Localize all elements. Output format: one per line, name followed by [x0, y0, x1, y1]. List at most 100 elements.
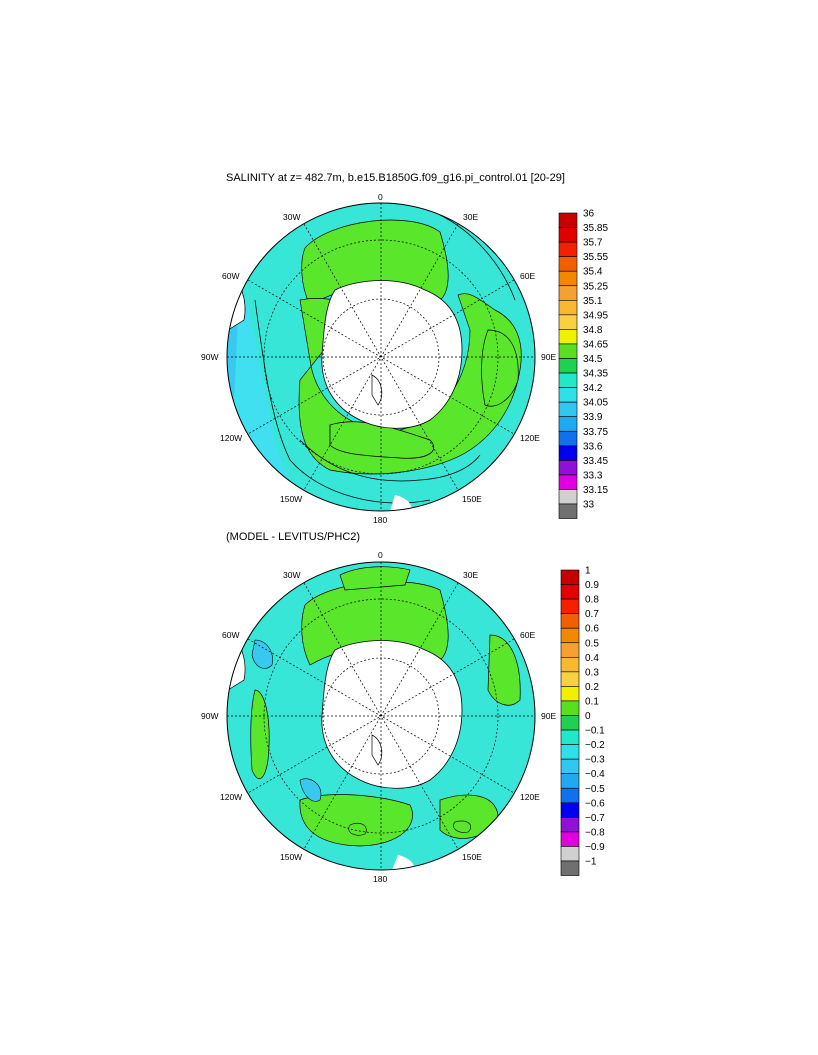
colorbar-tick-label: 0.4 [585, 653, 599, 664]
colorbar-tick-label: −0.9 [585, 842, 605, 853]
map-labels: 0 30E 60E 90E 120E 150E 180 150W 120W 90… [201, 550, 556, 884]
graticule [227, 562, 535, 870]
colorbar-swatch [558, 474, 578, 490]
lon-label: 60W [222, 630, 239, 640]
colorbar-tick-label: 36 [583, 209, 595, 220]
colorbar-tick-label: 35.1 [583, 296, 603, 307]
colorbar-swatch [558, 460, 578, 476]
colorbar-tick-label: 34.05 [583, 398, 608, 409]
colorbar-swatch [558, 241, 578, 257]
colorbar-swatch [558, 299, 578, 316]
colorbar-swatch [558, 503, 578, 519]
colorbar-tick-label: 33.9 [583, 412, 603, 423]
colorbar-swatch [558, 416, 578, 432]
colorbar-swatch [560, 787, 580, 804]
colorbar-tick-label: 34.95 [583, 310, 608, 321]
colorbar-swatch [558, 372, 578, 388]
colorbar-swatch [560, 817, 580, 833]
colorbar-tick-label: −0.8 [585, 827, 605, 838]
colorbar-tick-label: 33.6 [583, 441, 603, 452]
colorbar-swatch [560, 569, 580, 585]
lon-label: 120W [220, 433, 242, 443]
colorbar-tick-label: 0.8 [585, 595, 599, 606]
colorbar-tick-label: 0.3 [585, 667, 599, 678]
antarctica-land [321, 640, 463, 789]
salinity-colorbar: 36 35.85 35.7 35.55 35.4 35.25 35.1 34.95 34.8 34… [558, 209, 608, 519]
colorbar-swatch [558, 489, 578, 505]
colorbar-tick-label: 35.25 [583, 281, 608, 292]
colorbar-tick-label: −0.3 [585, 755, 605, 766]
colorbar-swatch [560, 613, 580, 629]
colorbar-swatch [560, 715, 580, 731]
new-zealand-land [390, 495, 412, 511]
colorbar-tick-label: 35.7 [583, 238, 603, 249]
lon-label: 90E [541, 352, 556, 362]
colorbar-tick-label: 33.3 [583, 470, 603, 481]
lon-label: 150W [280, 494, 302, 504]
lon-label: 90W [201, 711, 218, 721]
colorbar-swatch [560, 802, 580, 818]
colorbar-swatch [558, 343, 578, 359]
colorbar-tick-label: 34.35 [583, 369, 608, 380]
lon-label: 30E [463, 570, 478, 580]
colorbar-swatch [558, 329, 578, 345]
lon-label: 150E [462, 852, 482, 862]
colorbar-tick-label: 35.85 [583, 223, 608, 234]
lon-label: 180 [373, 515, 387, 525]
colorbar-tick-label: 0.1 [585, 696, 599, 707]
lon-label: 30E [463, 212, 478, 222]
difference-colorbar: 1 0.9 0.8 0.7 0.6 0.5 0.4 0.3 0.2 0.1 0 −0.1 −0.2 −0.… [560, 566, 605, 876]
colorbar-tick-label: 1 [585, 566, 591, 577]
antarctica-land [321, 280, 463, 429]
colorbar-tick-label: −0.4 [585, 769, 605, 780]
colorbar-swatch [558, 256, 578, 272]
lon-label: 90E [541, 711, 556, 721]
colorbar-swatch [558, 285, 578, 301]
lon-label: 60E [520, 271, 535, 281]
lon-label: 150E [462, 494, 482, 504]
colorbar-swatch [560, 773, 580, 789]
colorbar-tick-label: −1 [585, 857, 597, 868]
difference-map: 0 30E 60E 90E 120E 150E 180 150W 120W 90… [201, 550, 556, 884]
lon-label: 90W [201, 352, 218, 362]
bottom-map-title: (MODEL - LEVITUS/PHC2) [226, 531, 361, 543]
map-labels: 0 30E 60E 90E 120E 150E 180 150W 120W 90… [201, 192, 556, 525]
colorbar-tick-label: 0 [585, 711, 591, 722]
colorbar-tick-label: 0.7 [585, 609, 599, 620]
colorbar-swatch [558, 270, 578, 287]
colorbar-tick-label: 33.15 [583, 485, 608, 496]
colorbar-tick-label: 35.55 [583, 252, 608, 263]
colorbar-tick-label: −0.1 [585, 726, 605, 737]
lon-label: 120E [520, 792, 540, 802]
lon-label: 180 [373, 874, 387, 884]
colorbar-tick-label: 34.2 [583, 383, 603, 394]
lon-label: 120W [220, 792, 242, 802]
colorbar-swatch [560, 584, 580, 600]
colorbar-tick-label: 34.5 [583, 354, 603, 365]
colorbar-swatch [560, 729, 580, 745]
colorbar-tick-label: −0.7 [585, 813, 605, 824]
lon-label: 60W [222, 271, 239, 281]
colorbar-tick-label: 34.8 [583, 325, 603, 336]
colorbar-tick-label: 35.4 [583, 267, 603, 278]
colorbar-swatch [560, 642, 580, 658]
lon-label: 0 [378, 550, 383, 560]
colorbar-swatch [560, 846, 580, 862]
colorbar-tick-label: 33 [583, 500, 595, 511]
colorbar-swatch [560, 831, 580, 847]
new-zealand-land [392, 855, 414, 870]
colorbar-swatch [560, 758, 580, 775]
lon-label: 60E [520, 630, 535, 640]
lon-label: 120E [520, 433, 540, 443]
colorbar-swatch [560, 627, 580, 644]
colorbar-swatch [560, 671, 580, 687]
lon-label: 30W [283, 570, 300, 580]
colorbar-tick-label: 34.65 [583, 339, 608, 350]
colorbar-swatch [560, 860, 580, 876]
colorbar-tick-label: 0.6 [585, 624, 599, 635]
top-map-title: SALINITY at z= 482.7m, b.e15.B1850G.f09_… [226, 172, 565, 184]
colorbar-swatch [558, 227, 578, 243]
colorbar-tick-label: −0.5 [585, 784, 605, 795]
salinity-map: 0 30E 60E 90E 120E 150E 180 150W 120W 90… [201, 192, 556, 525]
colorbar-tick-label: 0.2 [585, 682, 599, 693]
